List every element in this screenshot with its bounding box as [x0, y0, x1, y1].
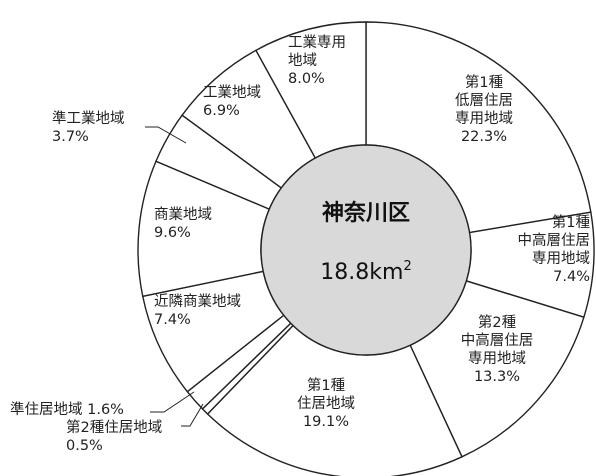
segment-label-line: 22.3% — [461, 129, 507, 145]
leader-line-5 — [150, 391, 195, 413]
segment-label-7: 商業地域 9.6% — [154, 206, 212, 241]
segment-label-0: 第1種低層住居専用地域 22.3% — [455, 73, 513, 145]
segment-label-line: 6.9% — [203, 103, 240, 119]
segment-label-line: 近隣商業地域 — [154, 293, 241, 310]
segment-label-line: 7.4% — [154, 312, 191, 328]
segment-label-line: 住居地域 — [297, 395, 355, 412]
segment-label-5: 準住居地域 1.6% — [10, 401, 124, 418]
segment-label-line: 中高層住居 — [518, 232, 591, 249]
leader-line-8 — [145, 126, 187, 144]
segment-label-8: 準工業地域 3.7% — [52, 110, 125, 145]
segment-label-line: 準住居地域 1.6% — [10, 401, 124, 418]
segment-label-line: 8.0% — [288, 71, 325, 87]
segment-label-line: 準工業地域 — [52, 110, 125, 127]
segment-label-line: 0.5% — [66, 438, 103, 454]
segment-label-line: 第1種 — [552, 213, 590, 231]
segment-label-1: 第1種中高層住居専用地域 7.4% — [518, 213, 591, 285]
segment-label-line: 工業地域 — [203, 84, 261, 101]
area-unit-superscript: 2 — [403, 259, 411, 274]
segment-label-line: 第2種住居地域 — [66, 418, 162, 436]
segment-label-line: 第2種 — [478, 313, 516, 331]
leader-lines — [145, 126, 204, 427]
segment-label-line: 3.7% — [52, 129, 89, 145]
segment-label-line: 専用地域 — [455, 110, 513, 127]
segment-label-line: 商業地域 — [154, 206, 212, 223]
center-title: 神奈川区 — [322, 200, 410, 226]
segment-label-line: 第1種 — [465, 73, 503, 91]
segment-label-line: 19.1% — [303, 414, 349, 430]
segment-label-line: 第1種 — [307, 376, 345, 394]
segment-label-line: 9.6% — [154, 225, 191, 241]
segment-label-line: 専用地域 — [468, 350, 526, 367]
center-disk — [260, 144, 472, 356]
segment-label-2: 第2種中高層住居専用地域 13.3% — [461, 313, 534, 385]
leader-line-4 — [181, 403, 204, 427]
segment-label-line: 13.3% — [474, 369, 520, 385]
area-value: 18.8km — [320, 260, 403, 285]
segment-label-line: 低層住居 — [455, 92, 513, 109]
donut-segments — [137, 21, 595, 476]
segment-label-3: 第1種住居地域 19.1% — [297, 376, 355, 430]
segment-label-line: 中高層住居 — [461, 332, 534, 349]
segment-label-line: 地域 — [288, 52, 317, 69]
segment-label-4: 第2種住居地域 0.5% — [66, 418, 162, 454]
segment-label-9: 工業地域 6.9% — [203, 84, 261, 119]
segment-label-line: 工業専用 — [288, 34, 346, 51]
segment-label-line: 7.4% — [553, 269, 590, 285]
segment-labels: 第1種低層住居専用地域 22.3%第1種中高層住居専用地域 7.4%第2種中高層住居… — [10, 34, 590, 454]
center-area: 18.8km2 — [320, 259, 411, 285]
segment-label-10: 工業専用地域 8.0% — [288, 34, 346, 87]
segment-label-line: 専用地域 — [532, 250, 590, 267]
segment-label-6: 近隣商業地域 7.4% — [154, 293, 241, 328]
